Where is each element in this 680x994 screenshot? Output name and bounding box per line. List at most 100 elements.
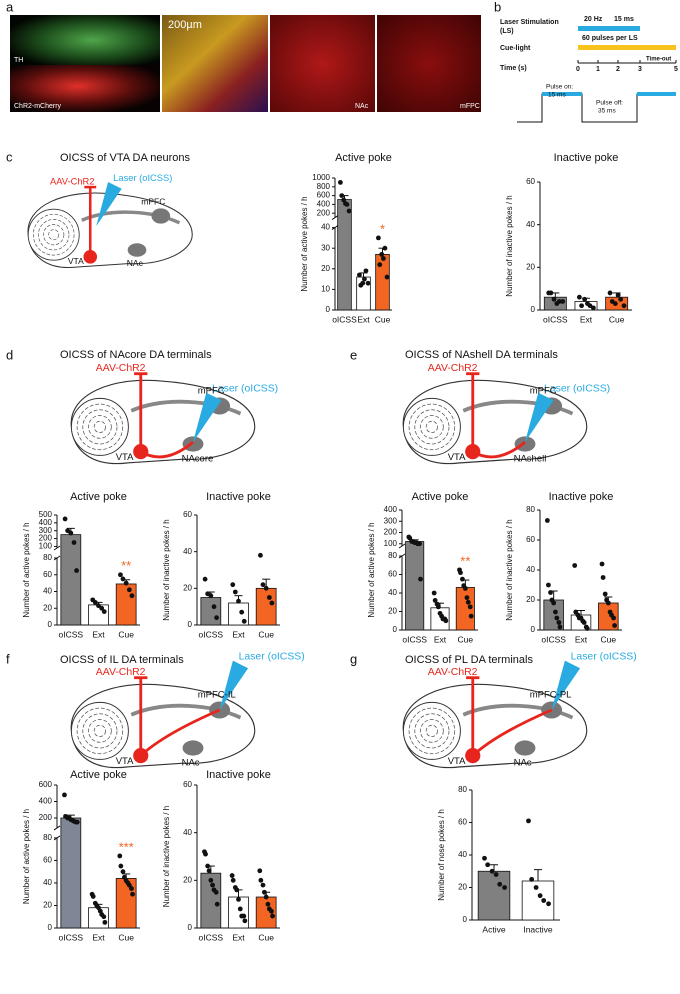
chart-title: Active poke [412, 491, 469, 503]
x-tick-label: Ext [92, 629, 105, 639]
y-axis-label: Number of active pokes / h [300, 196, 309, 291]
data-point [261, 889, 267, 895]
y-tick-label: 300 [39, 526, 53, 535]
laser-beam [551, 660, 581, 710]
nac-region [514, 740, 536, 756]
corpus-callosum [462, 703, 574, 720]
image-label: TH [14, 57, 23, 64]
diagram-title: OICSS of NAshell DA terminals [405, 349, 558, 361]
data-point [365, 280, 371, 286]
data-point [337, 180, 343, 185]
diagram-title: OICSS of NAcore DA terminals [60, 349, 212, 361]
target-label: mPFC-PL [530, 689, 572, 700]
cerebellum-fold [420, 415, 444, 439]
mpfc-region [541, 701, 563, 719]
brain-diagram: AAV-ChR2 Laser (oICSS) mPFC VTA NAc [27, 173, 193, 269]
timeline-label: Time (s) [500, 65, 527, 72]
x-tick-label: oICSS [59, 932, 84, 942]
y-tick-label: 20 [183, 875, 192, 884]
laser-beam [96, 182, 122, 227]
data-point [464, 595, 470, 601]
data-point [211, 604, 217, 610]
y-axis-label: Number of inactive pokes / h [505, 195, 514, 296]
y-tick-label: 40 [388, 588, 397, 597]
pulse-trace [517, 93, 676, 123]
nac-region [182, 740, 204, 756]
data-point [230, 582, 236, 588]
data-point [234, 887, 240, 893]
vta [133, 748, 149, 764]
source-label: VTA [68, 256, 84, 266]
y-tick-label: 0 [188, 620, 193, 629]
corpus-callosum [81, 210, 181, 225]
image-label: 200µm [168, 19, 202, 31]
data-point [458, 570, 463, 576]
y-tick-label: 20 [526, 262, 535, 271]
cerebellum-fold [425, 420, 438, 433]
y-tick-label: 100 [39, 542, 53, 551]
cerebellum-fold [425, 724, 438, 737]
data-point [239, 609, 245, 615]
cerebellum [402, 397, 461, 456]
cerebellum-fold [43, 224, 65, 246]
image-label: mFPC [460, 103, 480, 110]
corpus-callosum [130, 399, 242, 416]
cerebellum-fold [88, 719, 112, 743]
image-chr2 [10, 65, 160, 112]
data-point [493, 872, 499, 877]
time-tick-label: 0 [576, 66, 580, 73]
data-point [443, 618, 449, 624]
data-point [605, 600, 611, 606]
x-tick-label: oICSS [543, 314, 568, 324]
timeline-label: 15 ms [548, 92, 566, 99]
diagram-title: OICSS of VTA DA neurons [60, 152, 191, 164]
x-tick-label: Cue [118, 629, 134, 639]
x-tick-label: Cue [258, 932, 274, 942]
y-tick-label: 20 [183, 583, 192, 592]
data-point [242, 918, 248, 924]
y-tick-label: 30 [321, 243, 330, 252]
timeline-label: Pulse on: [546, 84, 573, 91]
virus-label: AAV-ChR2 [96, 363, 146, 374]
panel-letter: a [6, 0, 14, 14]
data-point [74, 568, 79, 573]
y-tick-label: 20 [526, 595, 535, 604]
y-tick-label: 0 [531, 625, 536, 634]
laser-beam [219, 660, 249, 710]
laser-beam [525, 392, 554, 443]
data-point [621, 303, 627, 309]
virus-label: AAV-ChR2 [50, 176, 95, 186]
data-point [241, 913, 247, 919]
chart-title: Inactive poke [206, 769, 271, 781]
data-point [468, 613, 474, 619]
data-point [581, 620, 587, 625]
data-point [202, 576, 208, 582]
significance: ** [121, 558, 131, 573]
data-point [346, 208, 352, 214]
cerebellum-fold [420, 719, 444, 743]
panel-letter: e [350, 347, 357, 362]
data-point [117, 853, 123, 859]
cerebellum-fold [48, 229, 60, 241]
y-tick-label: 300 [384, 516, 398, 525]
virus-label: AAV-ChR2 [96, 667, 146, 678]
microscopy [10, 15, 481, 112]
data-point [553, 609, 558, 615]
x-tick-label: Ext [580, 314, 593, 324]
target-label: mPFC [530, 385, 557, 396]
y-tick-label: 60 [43, 856, 52, 865]
data-point [232, 589, 238, 595]
axis-break [398, 543, 406, 549]
y-axis-label: Number of inactive pokes / h [505, 519, 514, 620]
data-point [90, 894, 96, 899]
bar [60, 534, 82, 626]
data-point [339, 193, 345, 199]
data-point [120, 576, 126, 582]
data-point [497, 881, 503, 887]
y-tick-label: 200 [384, 528, 398, 537]
data-point [485, 862, 491, 868]
source-label: VTA [116, 452, 134, 463]
cerebellum-fold [76, 707, 124, 755]
data-point [101, 609, 107, 614]
y-axis-label: Number of active pokes / h [22, 809, 31, 904]
